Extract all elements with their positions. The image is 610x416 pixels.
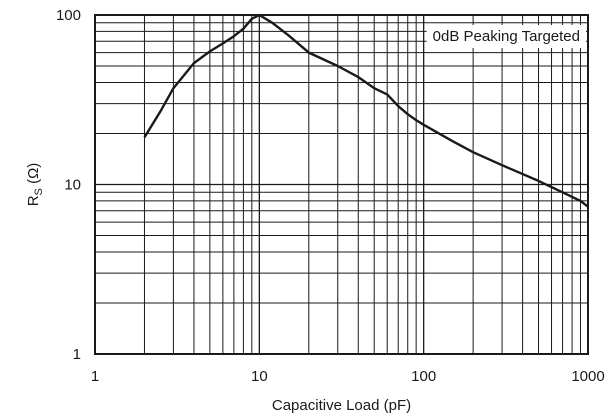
x-axis-title: Capacitive Load (pF): [272, 397, 411, 414]
grid: [95, 15, 588, 354]
x-tick-label: 1000: [571, 368, 604, 385]
tick-labels: 1 10 100 1000 1 10 100: [56, 7, 605, 385]
annotation-layer: 0dB Peaking Targeted: [426, 25, 586, 48]
y-axis-title-main: R: [25, 195, 42, 206]
series-layer: [143, 13, 589, 208]
y-axis-title-unit: (Ω): [25, 163, 42, 188]
x-tick-label: 100: [411, 368, 436, 385]
y-axis-title-subscript: S: [33, 188, 45, 195]
x-tick-label: 10: [251, 368, 268, 385]
x-tick-label: 1: [91, 368, 99, 385]
y-tick-label: 1: [73, 346, 81, 363]
annotation-label: 0dB Peaking Targeted: [433, 28, 580, 45]
plot-frame: [94, 14, 589, 355]
annotation-background: [426, 25, 586, 48]
series-line: [143, 13, 589, 208]
y-tick-label: 100: [56, 7, 81, 24]
y-axis-title: RS (Ω): [25, 163, 45, 207]
y-tick-label: 10: [64, 177, 81, 194]
